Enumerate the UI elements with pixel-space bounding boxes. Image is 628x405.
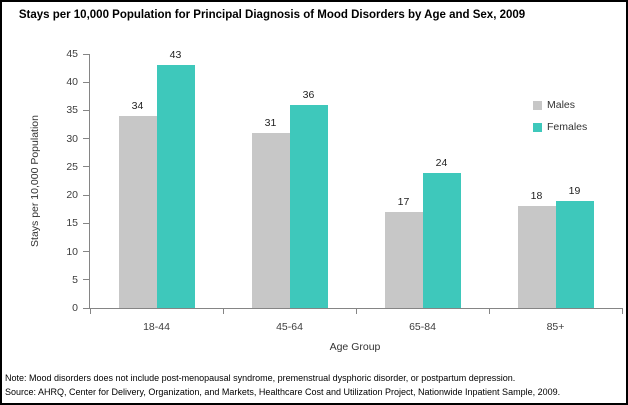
bar-value-females-18-44: 43: [169, 49, 182, 62]
y-tick-mark: [83, 166, 90, 168]
bar-value-males-85+: 18: [530, 190, 543, 203]
bar-value-males-65-84: 17: [397, 196, 410, 209]
bar-females-45-64: [289, 104, 328, 308]
y-tick-mark: [83, 222, 90, 224]
y-tick-mark: [83, 251, 90, 253]
y-axis-title: Stays per 10,000 Population: [29, 115, 41, 247]
x-tick-mark: [222, 308, 224, 314]
bar-value-males-45-64: 31: [264, 117, 277, 130]
bar-males-85+: [517, 206, 556, 308]
x-category-label: 65-84: [409, 321, 436, 333]
x-category-label: 85+: [546, 321, 565, 333]
x-category-label: 18-44: [143, 321, 170, 333]
y-tick-label: 40: [66, 76, 78, 89]
x-tick-mark: [355, 308, 357, 314]
legend-label-males: Males: [547, 99, 576, 111]
chart-title: Stays per 10,000 Population for Principa…: [18, 9, 526, 21]
y-tick-mark: [83, 138, 90, 140]
bar-value-females-65-84: 24: [435, 156, 448, 169]
bar-females-85+: [555, 200, 594, 308]
note-line: Note: Mood disorders does not include po…: [5, 373, 516, 383]
bar-value-males-18-44: 34: [131, 100, 144, 113]
bar-value-females-45-64: 36: [302, 88, 315, 101]
footnotes: Note: Mood disorders does not include po…: [5, 372, 560, 399]
legend-label-females: Females: [547, 121, 588, 133]
legend-item-females: Females: [533, 121, 587, 133]
bar-females-65-84: [422, 172, 461, 308]
x-axis-title: Age Group: [329, 341, 381, 353]
x-category-label: 45-64: [276, 321, 303, 333]
y-tick-label: 0: [72, 302, 78, 314]
plot-area: 0 5 10 15 20 25 30 35 40 45 18-44 34 43 45-64 31 36 65-8…: [66, 48, 623, 333]
y-tick-mark: [83, 109, 90, 111]
y-tick-label: 10: [66, 245, 78, 258]
y-tick-mark: [83, 53, 90, 55]
y-tick-label: 20: [66, 189, 78, 202]
y-tick-label: 35: [66, 104, 78, 117]
y-tick-label: 45: [66, 48, 78, 60]
x-tick-mark: [89, 308, 91, 314]
legend-swatch-males: [533, 100, 542, 110]
bar-males-65-84: [384, 212, 423, 308]
y-tick-mark: [83, 279, 90, 281]
y-tick-label: 25: [66, 160, 78, 173]
x-tick-mark: [488, 308, 490, 314]
legend-item-males: Males: [533, 99, 587, 111]
bar-males-18-44: [118, 116, 157, 308]
legend: Males Females: [533, 99, 587, 143]
y-tick-label: 5: [72, 273, 78, 286]
y-tick-mark: [83, 194, 90, 196]
y-tick-label: 30: [66, 132, 78, 145]
bar-females-18-44: [156, 65, 195, 308]
y-tick-label: 15: [66, 217, 78, 230]
bar-value-females-85+: 19: [568, 184, 581, 197]
y-tick-mark: [83, 307, 90, 309]
source-line: Source: AHRQ, Center for Delivery, Organ…: [5, 386, 561, 397]
legend-swatch-females: [533, 122, 542, 132]
bar-males-45-64: [251, 133, 290, 308]
y-tick-mark: [83, 81, 90, 83]
x-tick-mark: [621, 308, 623, 314]
